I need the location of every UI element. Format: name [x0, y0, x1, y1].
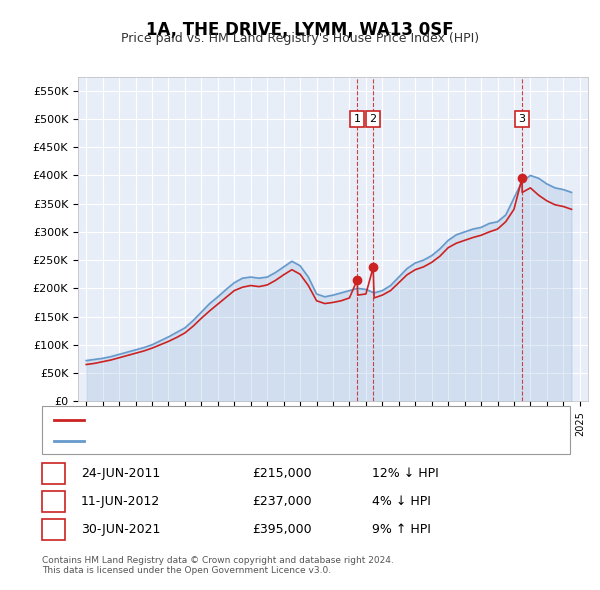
Text: 9% ↑ HPI: 9% ↑ HPI — [372, 523, 431, 536]
Text: Price paid vs. HM Land Registry's House Price Index (HPI): Price paid vs. HM Land Registry's House … — [121, 32, 479, 45]
Text: 2: 2 — [370, 114, 377, 124]
Text: 30-JUN-2021: 30-JUN-2021 — [81, 523, 160, 536]
Text: 1: 1 — [49, 467, 58, 480]
Text: 24-JUN-2011: 24-JUN-2011 — [81, 467, 160, 480]
Text: 11-JUN-2012: 11-JUN-2012 — [81, 495, 160, 508]
Text: 3: 3 — [518, 114, 526, 124]
Text: 1A, THE DRIVE, LYMM, WA13 0SF (detached house): 1A, THE DRIVE, LYMM, WA13 0SF (detached … — [87, 415, 371, 425]
Text: 3: 3 — [49, 523, 58, 536]
Text: 1: 1 — [353, 114, 361, 124]
Text: £395,000: £395,000 — [252, 523, 311, 536]
Text: 1A, THE DRIVE, LYMM, WA13 0SF: 1A, THE DRIVE, LYMM, WA13 0SF — [146, 21, 454, 39]
Text: £215,000: £215,000 — [252, 467, 311, 480]
Text: 2: 2 — [49, 495, 58, 508]
Text: £237,000: £237,000 — [252, 495, 311, 508]
Text: 4% ↓ HPI: 4% ↓ HPI — [372, 495, 431, 508]
Text: HPI: Average price, detached house, Warrington: HPI: Average price, detached house, Warr… — [87, 437, 355, 446]
Text: Contains HM Land Registry data © Crown copyright and database right 2024.
This d: Contains HM Land Registry data © Crown c… — [42, 556, 394, 575]
Text: 12% ↓ HPI: 12% ↓ HPI — [372, 467, 439, 480]
